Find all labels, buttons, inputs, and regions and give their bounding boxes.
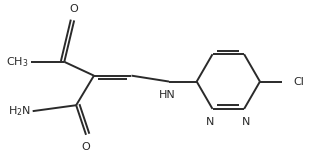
- Text: N: N: [206, 117, 215, 127]
- Text: N: N: [242, 117, 250, 127]
- Text: CH$_3$: CH$_3$: [6, 55, 29, 69]
- Text: Cl: Cl: [294, 77, 305, 86]
- Text: HN: HN: [159, 90, 175, 100]
- Text: O: O: [82, 142, 90, 152]
- Text: H$_2$N: H$_2$N: [8, 104, 31, 118]
- Text: O: O: [70, 4, 79, 13]
